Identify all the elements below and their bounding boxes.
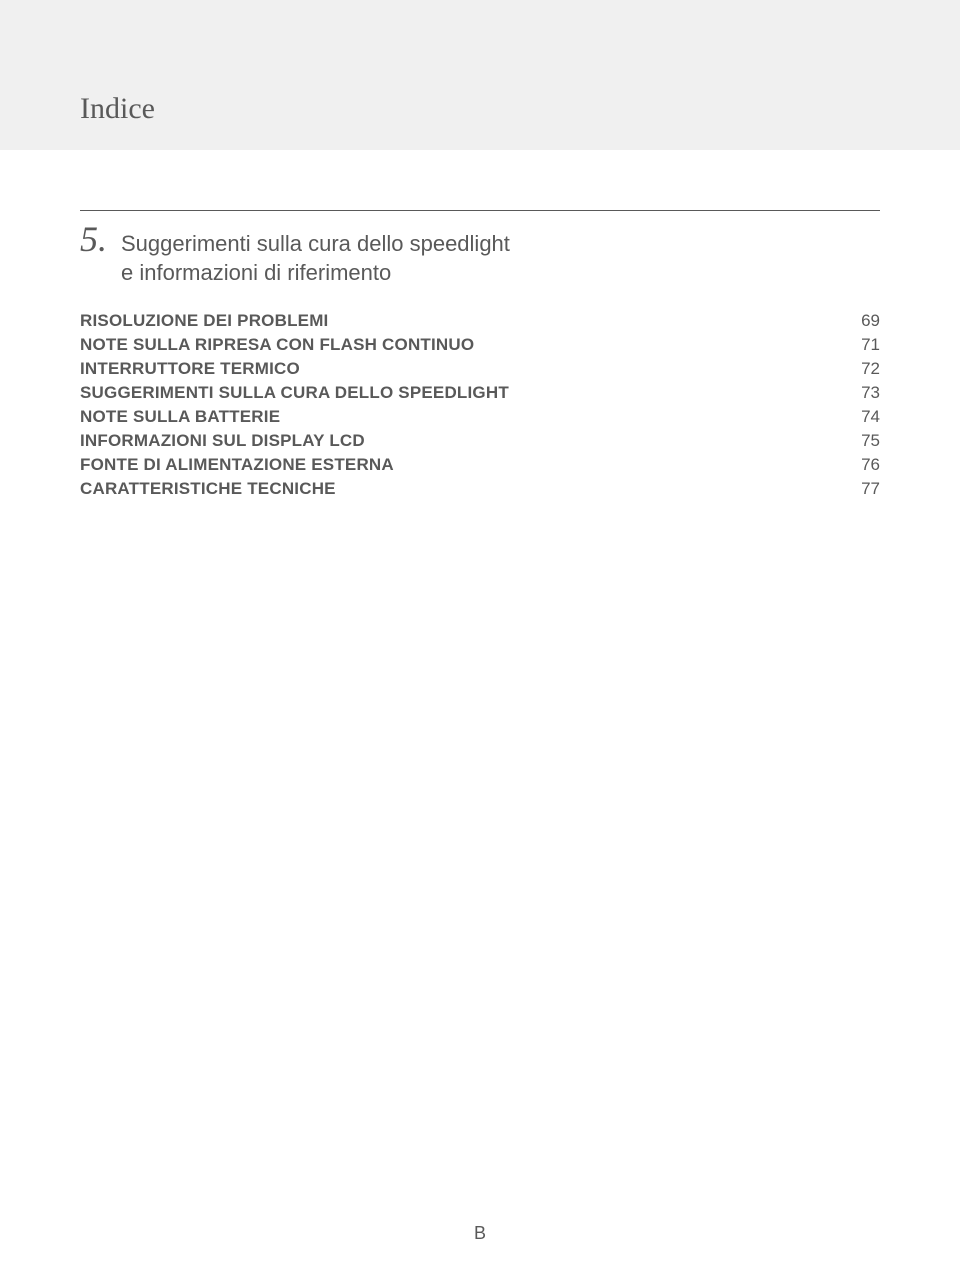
toc-row: FONTE DI ALIMENTAZIONE ESTERNA 76: [80, 453, 880, 477]
toc-row: NOTE SULLA BATTERIE 74: [80, 405, 880, 429]
divider: [80, 210, 880, 211]
toc-page-number: 69: [861, 311, 880, 331]
section-heading-line2: e informazioni di riferimento: [121, 260, 391, 285]
toc-label: SUGGERIMENTI SULLA CURA DELLO SPEEDLIGHT: [80, 383, 509, 403]
toc-row: CARATTERISTICHE TECNICHE 77: [80, 477, 880, 501]
toc-row: INFORMAZIONI SUL DISPLAY LCD 75: [80, 429, 880, 453]
header-band: [0, 0, 960, 150]
toc-row: NOTE SULLA RIPRESA CON FLASH CONTINUO 71: [80, 333, 880, 357]
toc-page-number: 77: [861, 479, 880, 499]
section-heading-line1: Suggerimenti sulla cura dello speedlight: [121, 231, 510, 256]
toc-row: RISOLUZIONE DEI PROBLEMI 69: [80, 309, 880, 333]
toc-page-number: 74: [861, 407, 880, 427]
toc-page-number: 73: [861, 383, 880, 403]
section-heading-row: 5. Suggerimenti sulla cura dello speedli…: [80, 215, 880, 287]
toc-page-number: 71: [861, 335, 880, 355]
toc-section: 5. Suggerimenti sulla cura dello speedli…: [80, 210, 880, 501]
toc-page-number: 75: [861, 431, 880, 451]
page-title: Indice: [80, 92, 155, 126]
toc-label: CARATTERISTICHE TECNICHE: [80, 479, 336, 499]
footer-page-letter: B: [0, 1223, 960, 1244]
section-heading: Suggerimenti sulla cura dello speedlight…: [121, 230, 510, 287]
toc-label: FONTE DI ALIMENTAZIONE ESTERNA: [80, 455, 394, 475]
toc-label: NOTE SULLA RIPRESA CON FLASH CONTINUO: [80, 335, 474, 355]
toc-row: SUGGERIMENTI SULLA CURA DELLO SPEEDLIGHT…: [80, 381, 880, 405]
toc-page-number: 76: [861, 455, 880, 475]
toc-page-number: 72: [861, 359, 880, 379]
toc-label: NOTE SULLA BATTERIE: [80, 407, 280, 427]
toc-list: RISOLUZIONE DEI PROBLEMI 69 NOTE SULLA R…: [80, 309, 880, 501]
toc-label: INFORMAZIONI SUL DISPLAY LCD: [80, 431, 365, 451]
toc-label: INTERRUTTORE TERMICO: [80, 359, 300, 379]
toc-label: RISOLUZIONE DEI PROBLEMI: [80, 311, 328, 331]
page: Indice 5. Suggerimenti sulla cura dello …: [0, 0, 960, 1286]
toc-row: INTERRUTTORE TERMICO 72: [80, 357, 880, 381]
section-number: 5.: [80, 221, 107, 257]
